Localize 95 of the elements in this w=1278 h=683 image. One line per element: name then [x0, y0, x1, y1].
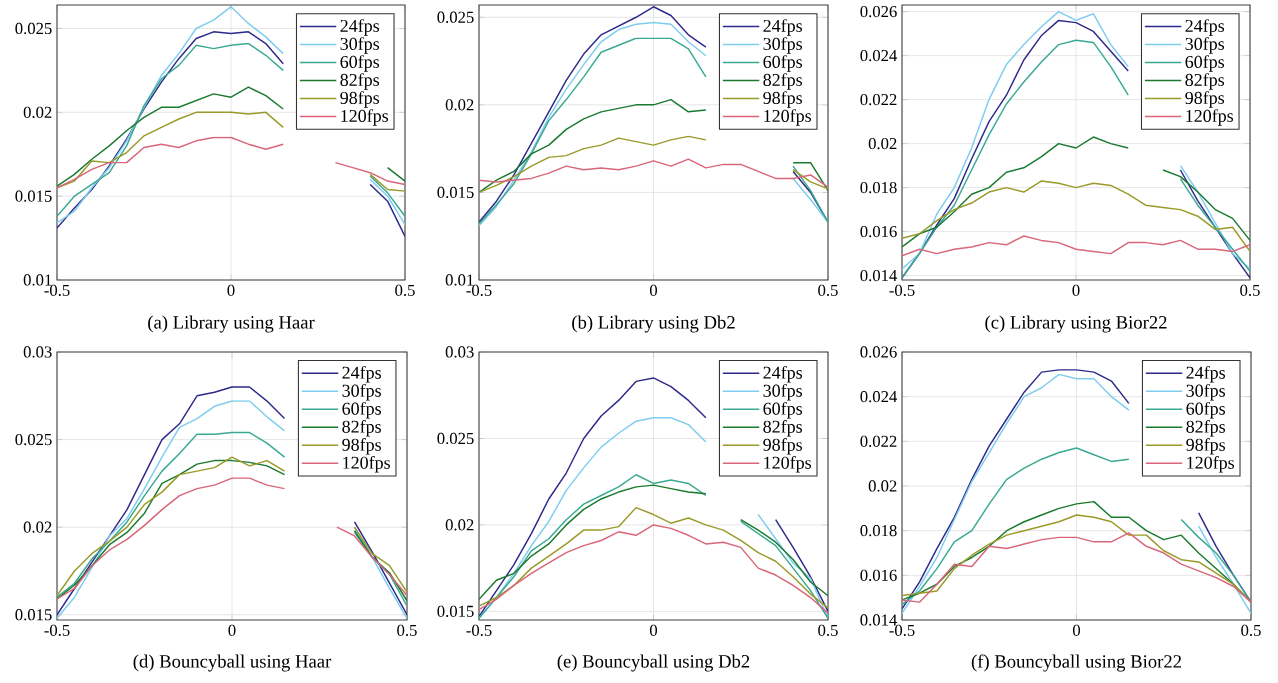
line-series	[902, 235, 1251, 257]
legend-label: 60fps	[340, 55, 380, 72]
legend-label: 98fps	[342, 437, 381, 455]
y-tick-label: 0.015	[437, 605, 474, 618]
legend-label: 24fps	[763, 19, 803, 36]
y-tick-label: 0.02	[23, 106, 52, 118]
x-tick-label: 0.5	[818, 624, 838, 637]
legend-label: 60fps	[1186, 401, 1226, 419]
y-tick-label: 0.03	[23, 346, 52, 358]
y-tick-label: 0.02	[868, 480, 897, 492]
legend-label: 82fps	[340, 73, 380, 90]
legend-label: 82fps	[342, 419, 381, 437]
legend-label: 98fps	[763, 437, 803, 455]
text: (b) Library using Db2	[572, 315, 735, 333]
legend-label: 98fps	[1185, 91, 1225, 108]
x-tick-label: -0.5	[889, 624, 915, 637]
y-tick-label: 0.015	[15, 190, 52, 202]
x-tick-label: -0.5	[44, 284, 70, 297]
legend-label: 120fps	[343, 455, 390, 473]
x-tick-label: 0.5	[395, 284, 415, 297]
x-tick-label: -0.5	[466, 624, 492, 637]
x-tick-label: 0.5	[1241, 624, 1261, 637]
legend-label: 120fps	[341, 109, 389, 126]
y-tick-label: 0.025	[437, 432, 474, 445]
y-tick-label: 0.03	[445, 346, 474, 358]
y-tick-label: 0.02	[445, 519, 474, 531]
legend-label: 30fps	[763, 383, 803, 401]
x-tick-label: 0.5	[1240, 284, 1260, 297]
x-tick-label: 0	[228, 624, 236, 636]
x-tick-label: 0	[649, 624, 658, 636]
y-tick-label: 0.026	[860, 346, 897, 358]
legend-label: 60fps	[763, 401, 803, 419]
y-tick-label: 0.018	[860, 181, 897, 194]
x-tick-label: 0	[1072, 284, 1080, 296]
legend-label: 82fps	[763, 419, 803, 437]
legend-label: 24fps	[342, 365, 381, 383]
x-tick-label: 0	[227, 284, 235, 296]
line-series	[902, 180, 1251, 253]
legend-label: 60fps	[1185, 55, 1225, 72]
legend-label: 120fps	[764, 455, 812, 473]
legend-label: 120fps	[1187, 455, 1235, 473]
legend-label: 60fps	[763, 55, 803, 72]
y-tick-label: 0.014	[860, 269, 898, 282]
legend-label: 98fps	[763, 91, 803, 108]
legend-label: 120fps	[1186, 109, 1234, 126]
x-tick-label: 0	[1072, 624, 1081, 636]
x-tick-label: -0.5	[889, 284, 915, 297]
y-tick-label: 0.025	[437, 11, 474, 23]
legend-label: 30fps	[1185, 37, 1225, 54]
legend-label: 82fps	[763, 73, 803, 90]
y-tick-label: 0.02	[868, 137, 897, 150]
y-tick-label: 0.01	[445, 274, 474, 286]
legend-label: 120fps	[764, 109, 812, 126]
legend-label: 24fps	[340, 19, 380, 36]
y-tick-label: 0.026	[860, 5, 897, 18]
line-series	[902, 532, 1252, 603]
y-tick-label: 0.025	[15, 22, 52, 35]
text: (d) Bouncyball using Haar	[133, 654, 332, 672]
legend-label: 24fps	[1185, 19, 1225, 36]
y-tick-label: 0.014	[860, 614, 898, 626]
legend-label: 98fps	[340, 91, 380, 108]
text: (a) Library using Haar	[148, 315, 315, 333]
legend-label: 82fps	[1185, 73, 1225, 90]
legend-label: 24fps	[1186, 365, 1226, 383]
legend-label: 30fps	[340, 37, 380, 54]
legend-label: 82fps	[1186, 419, 1226, 437]
y-tick-label: 0.016	[860, 225, 897, 238]
y-tick-label: 0.015	[437, 186, 474, 199]
y-tick-label: 0.022	[860, 93, 897, 106]
x-tick-label: 0.5	[818, 284, 838, 297]
y-tick-label: 0.016	[860, 569, 897, 581]
y-tick-label: 0.025	[15, 433, 52, 446]
y-tick-label: 0.024	[860, 49, 898, 62]
legend-label: 30fps	[342, 383, 381, 401]
x-tick-label: -0.5	[466, 284, 492, 297]
legend-label: 30fps	[1186, 383, 1226, 401]
y-tick-label: 0.02	[23, 521, 52, 533]
x-tick-label: -0.5	[44, 624, 70, 637]
y-tick-label: 0.01	[23, 274, 52, 286]
x-tick-label: 0.5	[397, 624, 417, 637]
y-tick-label: 0.018	[860, 525, 897, 537]
line-series	[479, 524, 829, 614]
legend-label: 98fps	[1186, 437, 1226, 455]
x-tick-label: 0	[649, 284, 658, 296]
text: (c) Library using Bior22	[985, 315, 1167, 333]
legend-label: 24fps	[763, 365, 803, 383]
text: (f) Bouncyball using Bior22	[971, 654, 1181, 672]
y-tick-label: 0.015	[15, 609, 52, 621]
text: (e) Bouncyball using Db2	[557, 654, 750, 672]
legend-label: 60fps	[342, 401, 381, 419]
legend-label: 30fps	[763, 37, 803, 54]
line-series	[479, 506, 829, 609]
y-tick-label: 0.022	[860, 435, 897, 447]
y-tick-label: 0.02	[445, 99, 474, 111]
y-tick-label: 0.024	[860, 391, 898, 403]
